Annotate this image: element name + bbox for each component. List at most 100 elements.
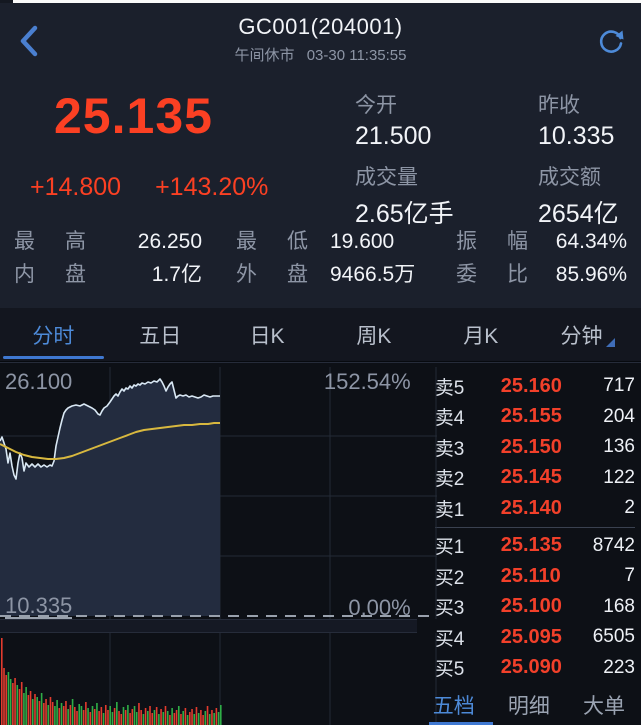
orderbook-divider (434, 526, 635, 528)
tab-label: 周K (356, 324, 392, 348)
orderbook-level-label: 买1 (434, 537, 465, 559)
orderbook-volume: 6505 (592, 626, 635, 648)
stat-value: 2654亿 (538, 200, 619, 228)
book-tab-明细[interactable]: 明细 (507, 694, 550, 718)
quote-datetime: 03-30 11:35:55 (306, 46, 407, 64)
orderbook-volume: 136 (603, 436, 635, 458)
dropdown-caret-icon (605, 338, 615, 347)
detail-value: 9466.5万 (330, 262, 416, 286)
orderbook-row-buy-买3[interactable]: 买3 25.100 168 (435, 592, 635, 623)
stat-value: 21.500 (355, 122, 432, 150)
book-tab-五档[interactable]: 五档 (432, 694, 475, 718)
stat-label: 成交额 (538, 166, 601, 189)
orderbook-price: 25.155 (500, 405, 562, 428)
orderbook-price: 25.140 (500, 496, 562, 519)
orderbook-volume: 204 (603, 405, 635, 427)
tab-分时[interactable]: 分时 (0, 308, 107, 361)
orderbook-row-sell-卖4[interactable]: 卖4 25.155 204 (435, 402, 635, 433)
tab-分钟[interactable]: 分钟 (534, 308, 641, 361)
period-tab-bar: 分时 五日 日K 周K 月K 分钟 (0, 308, 641, 362)
refresh-button[interactable] (593, 23, 629, 59)
detail-cell: 委比 85.96% (436, 258, 627, 288)
orderbook-level-label: 买2 (434, 567, 465, 589)
top-hairline-white (13, 0, 641, 3)
detail-value: 85.96% (555, 262, 627, 286)
orderbook-price: 25.160 (500, 374, 562, 397)
stat-cell-2: 成交量 2.65亿手 (355, 161, 538, 230)
detail-cell: 最低 19.600 (210, 225, 436, 255)
detail-cell: 内盘 1.7亿 (14, 258, 210, 288)
orderbook-level-label: 卖3 (434, 438, 465, 460)
chart-low-label: 10.335 (5, 593, 73, 619)
orderbook-price: 25.090 (500, 656, 562, 679)
stat-value: 10.335 (538, 122, 615, 150)
book-tab-active-underline (428, 722, 493, 725)
back-button[interactable] (12, 21, 46, 61)
orderbook-row-sell-卖5[interactable]: 卖5 25.160 717 (435, 371, 635, 402)
detail-value: 19.600 (330, 229, 395, 253)
detail-cell: 振幅 64.34% (436, 225, 627, 255)
orderbook-row-buy-买4[interactable]: 买4 25.095 6505 (435, 622, 635, 653)
orderbook-row-buy-买1[interactable]: 买1 25.135 8742 (435, 531, 635, 562)
time-axis-strip (0, 619, 417, 633)
orderbook-row-sell-卖3[interactable]: 卖3 25.150 136 (435, 432, 635, 463)
orderbook-volume: 8742 (592, 534, 635, 556)
orderbook-volume: 2 (624, 497, 635, 519)
orderbook-volume: 717 (603, 375, 635, 397)
tab-label: 分钟 (560, 324, 603, 348)
page-title: GC001(204001) (238, 13, 403, 39)
quote-section: 25.135 +14.800 +143.20% 今开 21.500 昨收 10.335… (0, 75, 641, 228)
orderbook-level-label: 卖1 (434, 499, 465, 521)
orderbook-row-buy-买2[interactable]: 买2 25.110 7 (435, 561, 635, 592)
book-tab-bar: 五档 明细 大单 (417, 684, 641, 725)
market-status: 午间休市 (234, 46, 295, 64)
detail-cell: 外盘 9466.5万 (210, 258, 436, 288)
detail-label: 最高 (14, 229, 86, 253)
orderbook-level-label: 买3 (434, 598, 465, 620)
tab-label: 五日 (139, 324, 182, 348)
book-tab-大单[interactable]: 大单 (583, 694, 625, 718)
refresh-icon (599, 30, 624, 53)
tab-label: 分时 (32, 324, 75, 348)
orderbook-row-buy-买5[interactable]: 买5 25.090 223 (435, 653, 635, 684)
detail-cell: 最高 26.250 (14, 225, 210, 255)
stat-label: 成交量 (355, 166, 418, 189)
detail-value: 64.34% (555, 229, 627, 253)
volume-chart[interactable] (0, 633, 437, 725)
order-book-panel: 卖5 25.160 717 卖4 25.155 204 卖3 25.150 136 卖2 25.14… (417, 363, 641, 725)
back-chevron-icon (20, 25, 38, 57)
orderbook-row-sell-卖1[interactable]: 卖1 25.140 2 (435, 493, 635, 524)
chart-high-label: 26.100 (5, 369, 73, 394)
order-book: 卖5 25.160 717 卖4 25.155 204 卖3 25.150 136 卖2 25.14… (417, 369, 641, 684)
orderbook-row-sell-卖2[interactable]: 卖2 25.145 122 (435, 463, 635, 494)
orderbook-level-label: 卖5 (434, 377, 465, 399)
chart-pct-high-label: 152.54% (323, 369, 411, 394)
detail-label: 外盘 (236, 262, 308, 286)
orderbook-level-label: 卖4 (434, 408, 465, 430)
tab-五日[interactable]: 五日 (107, 308, 214, 361)
detail-label: 振幅 (456, 229, 528, 253)
orderbook-volume: 223 (603, 656, 635, 678)
header: GC001(204001) 午间休市 03-30 11:35:55 (0, 3, 641, 75)
price-change: +14.800 (30, 173, 122, 201)
stat-cell-0: 今开 21.500 (355, 89, 538, 151)
orderbook-level-label: 买5 (434, 659, 465, 681)
tab-日K[interactable]: 日K (214, 308, 321, 361)
quote-stats-grid: 今开 21.500 昨收 10.335 成交量 2.65亿手 成交额 2654亿 (330, 75, 641, 228)
orderbook-level-label: 卖2 (434, 469, 465, 491)
orderbook-price: 25.110 (500, 564, 561, 587)
detail-stats: 最高 26.250 最低 19.600 振幅 64.34% 内盘 1.7亿外盘 9466.5万委… (0, 215, 641, 308)
detail-label: 最低 (236, 229, 308, 253)
chart-pct-low-label: 0.00% (348, 595, 411, 620)
intraday-chart[interactable]: 26.100 152.54% 10.335 0.00% (0, 363, 437, 620)
tab-label: 月K (463, 324, 499, 348)
top-hairline (0, 0, 641, 3)
stat-value: 2.65亿手 (355, 200, 454, 228)
tab-月K[interactable]: 月K (427, 308, 534, 361)
orderbook-level-label: 买4 (434, 628, 465, 650)
detail-label: 委比 (456, 262, 528, 286)
detail-value: 1.7亿 (151, 262, 202, 286)
stat-label: 今开 (355, 94, 397, 117)
tab-周K[interactable]: 周K (320, 308, 427, 361)
orderbook-volume: 168 (603, 595, 635, 617)
